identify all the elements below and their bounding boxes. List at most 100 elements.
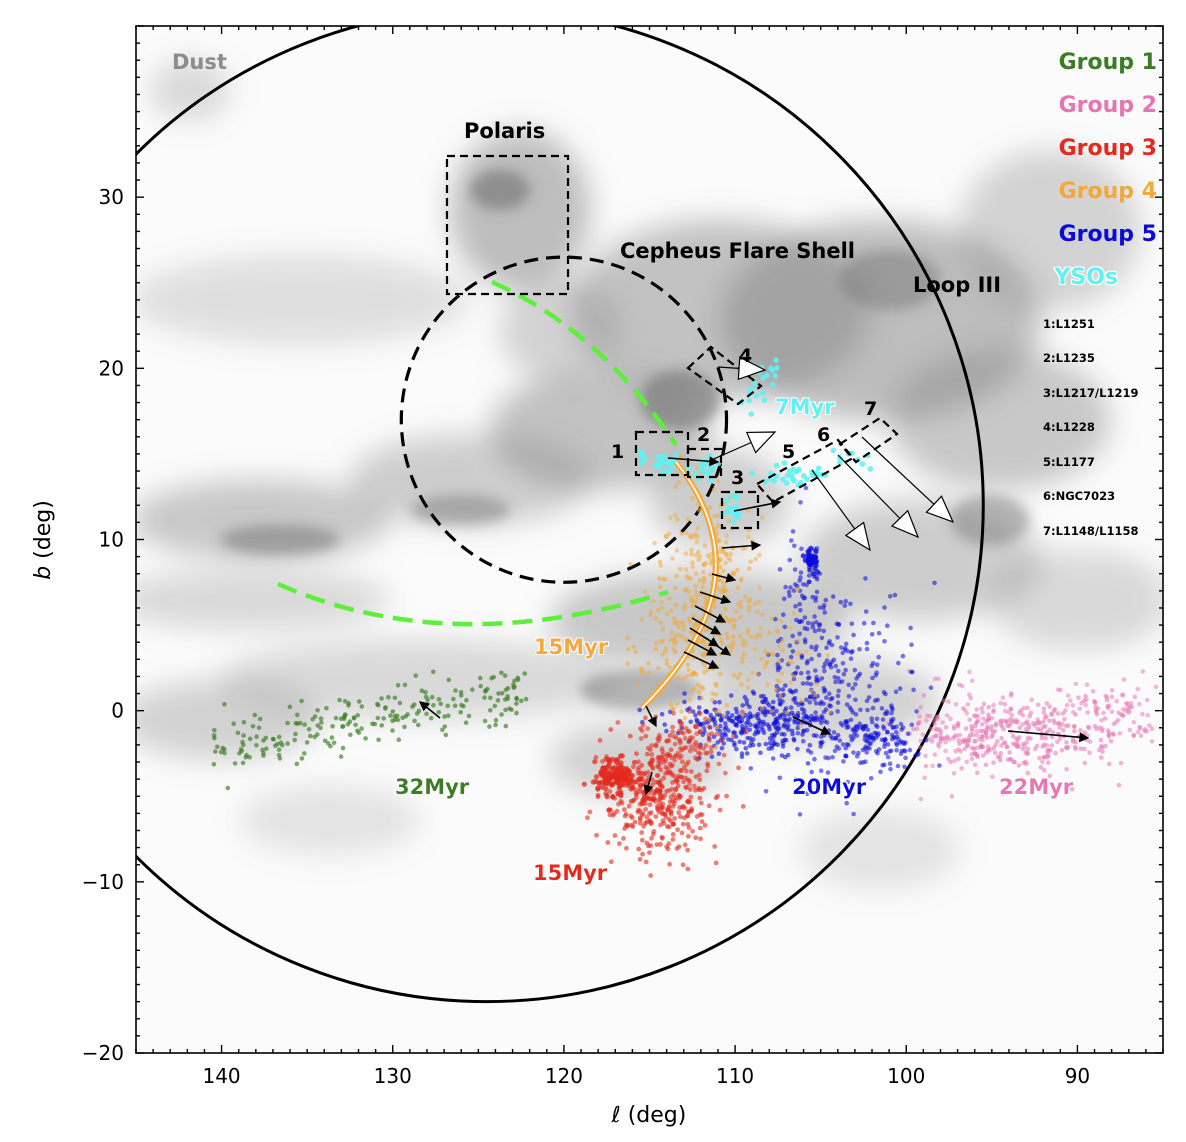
group5-point (828, 664, 834, 670)
group5-point (864, 750, 869, 755)
group3-point (628, 813, 634, 819)
group4-point (668, 637, 673, 642)
group5-point (861, 620, 867, 626)
group5-point (823, 755, 828, 760)
scatter-layer (211, 357, 1163, 878)
group5-point (818, 768, 824, 773)
group5-point (866, 695, 872, 700)
group4-point (719, 545, 724, 551)
group3-point (675, 783, 681, 789)
group4-point (651, 598, 656, 604)
group1-point (466, 713, 472, 719)
group1-point (482, 695, 487, 700)
group3-point (619, 800, 625, 806)
group5-point (885, 729, 890, 735)
group5-point (863, 759, 868, 764)
group5-point (722, 731, 727, 736)
age-label-group1: 32Myr (395, 775, 470, 799)
group4-point (787, 625, 793, 630)
group2-point (951, 724, 957, 729)
group3-point (681, 779, 686, 785)
group2-point (1138, 733, 1144, 738)
group3-point (697, 729, 703, 735)
yso-point (759, 390, 766, 396)
group3-point (703, 743, 709, 748)
group5-point (749, 740, 754, 745)
group5-point (718, 718, 724, 723)
group3-point (634, 795, 639, 800)
group3-point (655, 787, 660, 792)
group5-point (876, 630, 882, 636)
group3-point (679, 830, 685, 836)
motion-arrow-14-shaft (705, 637, 724, 652)
group5-point (843, 753, 849, 759)
group2-point (980, 744, 986, 750)
group3-point (677, 737, 682, 743)
group1-point (459, 702, 464, 708)
group4-point (703, 643, 708, 648)
group5-point (801, 738, 806, 744)
group4-point (625, 647, 631, 652)
group2-point (1137, 724, 1142, 730)
group1-point (523, 696, 529, 702)
group5-point (869, 632, 875, 637)
group1-point (453, 688, 458, 693)
group2-point (921, 693, 927, 698)
group4-point (700, 584, 706, 590)
yso-point (708, 464, 715, 471)
group5-point (744, 701, 750, 707)
group4-point (774, 687, 779, 692)
group5-point (876, 654, 881, 660)
group5-point (879, 706, 885, 711)
ticks (135, 25, 1164, 1054)
group5-point (761, 693, 766, 699)
group2-point (984, 735, 990, 740)
group4-point (699, 696, 704, 701)
group5-point (716, 751, 722, 756)
group5-point (872, 698, 878, 703)
group5-point (798, 608, 803, 613)
group5-point (800, 553, 806, 559)
group4-point (762, 664, 768, 670)
group4-point (697, 578, 703, 584)
group5-point (740, 724, 745, 729)
group3-point (587, 809, 593, 815)
group3-point (663, 757, 669, 763)
group2-point (1047, 704, 1052, 709)
group2-point (971, 732, 976, 738)
group1-point (322, 738, 328, 744)
yso-arrow-7-head (925, 495, 955, 524)
group4-point (701, 639, 706, 645)
group2-point (1135, 729, 1141, 735)
group4-point (746, 528, 752, 533)
group3-point (659, 810, 665, 815)
group1-point (416, 722, 421, 728)
group5-point (789, 728, 795, 734)
group5-point (726, 728, 731, 733)
group5-point (819, 734, 824, 740)
group5-point (854, 753, 860, 759)
group4-point (701, 605, 706, 610)
group1-point (333, 715, 339, 721)
group5-point (817, 605, 823, 610)
group4-point (724, 631, 730, 637)
group5-point (818, 720, 824, 726)
group4-point (718, 671, 723, 677)
group3-point (671, 792, 676, 798)
group3-point (651, 792, 656, 798)
yso-point (830, 447, 837, 454)
yso-point (667, 468, 673, 474)
group5-point (835, 700, 841, 705)
group2-point (1108, 739, 1114, 744)
x-tick-label: 140 (202, 1064, 240, 1088)
group5-point (826, 691, 832, 696)
group1-point (424, 711, 429, 717)
group5-point (895, 763, 901, 769)
group4-point (652, 540, 657, 546)
group2-point (948, 716, 953, 722)
group5-point (869, 716, 874, 721)
group5-point (766, 724, 772, 729)
group2-point (1100, 749, 1105, 754)
group5-point (840, 742, 846, 747)
group4-point (701, 670, 707, 675)
